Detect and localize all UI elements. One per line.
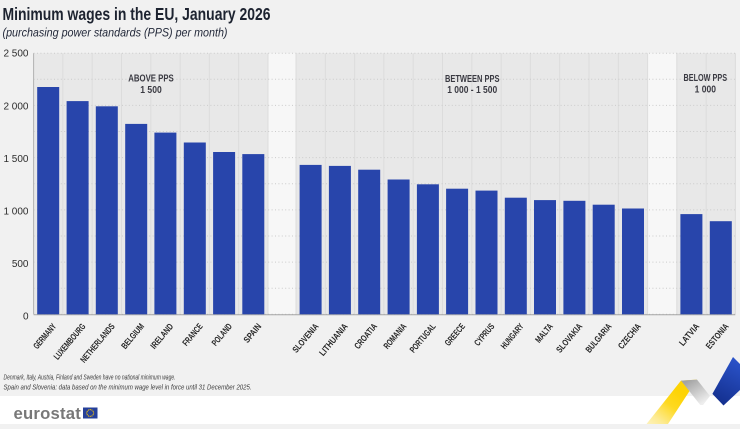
svg-text:ABOVE PPS: ABOVE PPS (128, 73, 174, 85)
svg-text:eurostat: eurostat (14, 404, 82, 423)
svg-text:(purchasing power standards (P: (purchasing power standards (PPS) per mo… (3, 26, 228, 40)
svg-text:Minimum wages in the EU, Janua: Minimum wages in the EU, January 2026 (3, 4, 271, 24)
svg-text:500: 500 (12, 259, 29, 270)
svg-text:BELOW PPS: BELOW PPS (684, 72, 728, 84)
svg-text:1 500: 1 500 (140, 84, 162, 96)
svg-text:BETWEEN PPS: BETWEEN PPS (445, 73, 500, 85)
svg-text:2 000: 2 000 (3, 101, 28, 112)
svg-text:0: 0 (23, 312, 29, 323)
svg-text:1 000 - 1 500: 1 000 - 1 500 (447, 84, 497, 96)
svg-text:1 000: 1 000 (3, 206, 28, 217)
svg-text:Spain and Slovenia: data based: Spain and Slovenia: data based on the mi… (4, 383, 252, 392)
svg-text:1 500: 1 500 (3, 154, 28, 165)
svg-text:1 000: 1 000 (695, 84, 716, 96)
svg-text:2 500: 2 500 (3, 49, 28, 60)
svg-text:Denmark, Italy, Austria, Finla: Denmark, Italy, Austria, Finland and Swe… (4, 372, 176, 381)
